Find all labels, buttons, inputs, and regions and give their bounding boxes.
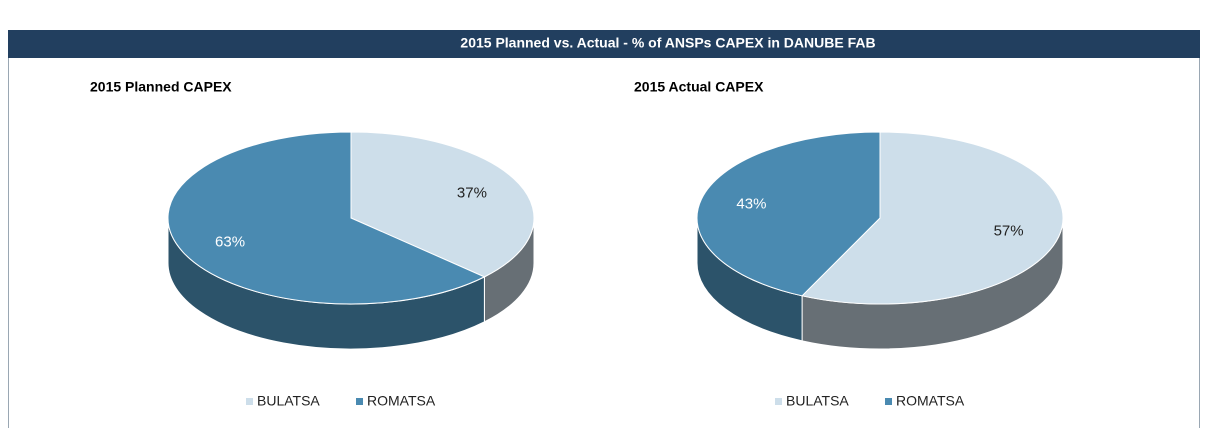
legend-swatch <box>356 398 363 405</box>
data-label: 43% <box>736 195 766 212</box>
header-title: 2015 Planned vs. Actual - % of ANSPs CAP… <box>460 35 875 51</box>
pie-slice <box>167 131 486 305</box>
data-label: 63% <box>215 234 245 251</box>
legend-label: BULATSA <box>257 393 320 409</box>
legend-swatch <box>246 398 253 405</box>
legend-swatch <box>775 398 782 405</box>
pie-slice <box>696 131 881 297</box>
header-bar <box>8 30 1200 58</box>
legend-label: ROMATSA <box>367 393 436 409</box>
chart-title: 2015 Planned CAPEX <box>90 79 232 95</box>
chart-title: 2015 Actual CAPEX <box>634 79 764 95</box>
legend-label: BULATSA <box>786 393 849 409</box>
legend-swatch <box>885 398 892 405</box>
pie-slice <box>801 131 1064 305</box>
data-label: 37% <box>457 184 487 201</box>
pie-slice <box>350 131 535 278</box>
data-label: 57% <box>994 222 1024 239</box>
legend-label: ROMATSA <box>896 393 965 409</box>
